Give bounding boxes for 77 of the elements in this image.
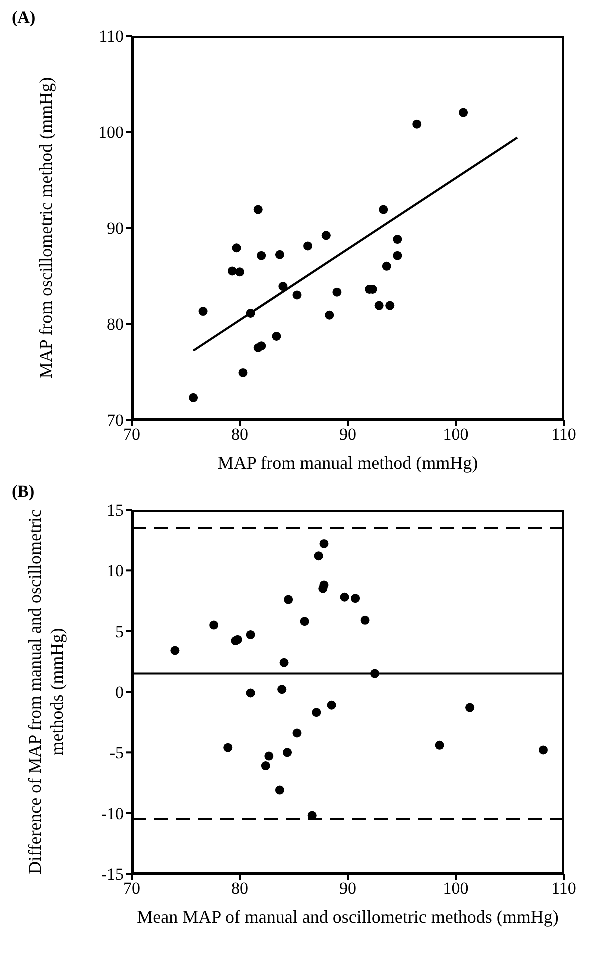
y-tick-label: -5 xyxy=(110,744,124,763)
point xyxy=(320,539,329,548)
point xyxy=(272,332,282,341)
point xyxy=(304,242,313,251)
point xyxy=(340,592,350,602)
point xyxy=(228,266,237,276)
point xyxy=(459,108,468,118)
point xyxy=(254,205,263,214)
point xyxy=(312,708,322,718)
y-tick-label: 80 xyxy=(107,315,124,334)
point xyxy=(351,594,360,604)
y-tick-label: 15 xyxy=(107,501,124,520)
point xyxy=(412,120,422,129)
point xyxy=(275,250,284,260)
chart-title: (B) xyxy=(12,482,36,502)
x-tick-label: 80 xyxy=(232,425,248,444)
point xyxy=(198,307,208,316)
point xyxy=(246,630,256,640)
x-tick-label: 80 xyxy=(232,879,248,898)
point xyxy=(393,251,402,260)
y-tick-label: 10 xyxy=(107,562,124,581)
point xyxy=(264,752,274,761)
y-tick-label: 0 xyxy=(116,683,124,702)
point xyxy=(278,685,287,694)
point xyxy=(393,235,402,244)
point xyxy=(236,268,244,277)
x-tick-label: 90 xyxy=(340,879,356,898)
y-tick-label: 5 xyxy=(116,622,124,642)
point xyxy=(374,301,384,310)
point xyxy=(308,811,317,820)
point xyxy=(257,342,266,351)
point xyxy=(284,595,294,604)
x-tick-label: 110 xyxy=(552,879,576,898)
x-tick-label: 100 xyxy=(443,879,469,898)
y-tick-label: 70 xyxy=(107,411,124,430)
point xyxy=(386,301,395,310)
point xyxy=(170,646,180,656)
y-axis-title: MAP from oscillometric method (mmHg) xyxy=(35,76,57,381)
point xyxy=(275,786,284,795)
point xyxy=(370,669,380,678)
point xyxy=(210,620,219,630)
point xyxy=(332,288,342,297)
x-axis-title: MAP from manual method (mmHg) xyxy=(216,452,480,474)
point xyxy=(300,617,310,626)
point xyxy=(246,688,256,698)
x-tick-label: 110 xyxy=(552,425,576,444)
point xyxy=(325,310,334,320)
point xyxy=(379,205,388,214)
chart-title: (A) xyxy=(12,8,37,28)
point xyxy=(292,728,302,738)
point xyxy=(261,762,270,771)
y-tick-label: 90 xyxy=(107,219,124,238)
point xyxy=(327,700,336,710)
x-tick-label: 90 xyxy=(340,425,356,444)
point xyxy=(322,231,331,240)
point xyxy=(538,746,548,755)
point xyxy=(314,552,324,561)
point xyxy=(360,616,370,625)
point xyxy=(280,658,289,668)
point xyxy=(292,290,302,300)
point xyxy=(238,368,248,378)
y-tick-label: -10 xyxy=(101,804,124,824)
y-tick-label: 100 xyxy=(98,123,124,142)
point xyxy=(257,251,266,260)
point xyxy=(278,282,288,292)
point xyxy=(283,748,292,758)
y-axis-title: Difference of MAP from manual and oscillometric methods (mmHg) xyxy=(24,508,68,876)
point xyxy=(224,743,233,752)
y-tick-label: 110 xyxy=(99,27,124,46)
point xyxy=(189,393,198,402)
point xyxy=(435,740,444,750)
point xyxy=(466,703,475,712)
point xyxy=(232,244,242,253)
x-tick-label: 100 xyxy=(443,425,469,444)
y-tick-label: -15 xyxy=(101,865,124,884)
x-axis-title: Mean MAP of manual and oscillometric methods (mmHg) xyxy=(136,906,560,928)
point xyxy=(382,262,392,271)
